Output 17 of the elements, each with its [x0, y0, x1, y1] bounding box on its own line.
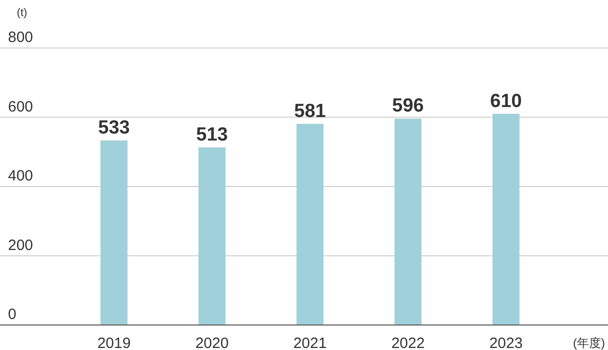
x-tick-label: 2020: [195, 335, 229, 350]
data-label: 596: [392, 96, 424, 117]
y-tick-label: 0: [8, 306, 16, 323]
data-label: 610: [490, 90, 522, 112]
x-tick-label: 2022: [391, 335, 425, 350]
data-label: 581: [294, 100, 326, 122]
x-tick-label: 2019: [97, 335, 131, 350]
data-label: 533: [98, 117, 130, 138]
y-tick-label: 800: [8, 29, 34, 46]
data-label: 513: [196, 124, 228, 146]
y-tick-label: 400: [8, 168, 34, 184]
y-tick-label: 200: [8, 236, 34, 254]
x-tick-label: 2023: [489, 335, 523, 350]
x-tick-label: 2021: [293, 335, 327, 350]
y-tick-label: 600: [8, 98, 34, 116]
x-axis-title: (年度): [573, 336, 605, 350]
y-axis-title: (t): [16, 7, 28, 19]
